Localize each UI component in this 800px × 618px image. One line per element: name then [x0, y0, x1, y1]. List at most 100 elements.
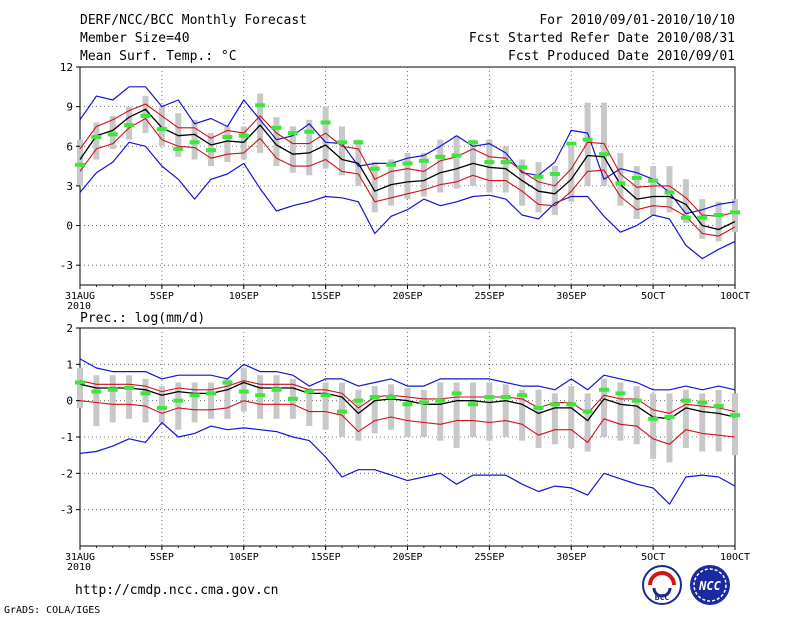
precip-member-box: [77, 367, 83, 408]
temp-member-box: [306, 119, 313, 176]
temp-climatology-marker: [353, 140, 364, 145]
precip-climatology-marker: [222, 380, 233, 385]
temp-climatology-marker: [713, 212, 724, 217]
temp-ytick-label: 6: [66, 140, 73, 153]
temp-ytick-label: 3: [66, 180, 73, 193]
temp-member-box: [273, 117, 280, 167]
precip-climatology-marker: [140, 391, 151, 396]
precip-ytick-label: -1: [60, 431, 73, 444]
temp-xtick-label: 31AUG: [65, 291, 95, 302]
precip-climatology-marker: [91, 389, 102, 394]
temp-climatology-marker: [402, 161, 413, 166]
temp-climatology-marker: [222, 135, 233, 140]
precip-xtick-label: 10OCT: [720, 552, 750, 563]
precip-ytick-label: 2: [66, 322, 73, 335]
temp-climatology-marker: [337, 140, 347, 145]
temp-member-box: [584, 102, 591, 186]
precip-climatology-marker: [549, 402, 560, 407]
temp-ytick-label: 0: [66, 220, 73, 233]
precip-y-axis: -3 -2 -1 0 1 2: [60, 322, 80, 517]
precip-lower-spread-line: [79, 400, 736, 445]
temp-climatology-marker: [156, 127, 167, 132]
temp-member-box: [486, 139, 493, 193]
temp-climatology-marker: [206, 148, 216, 153]
precip-climatology-marker: [468, 402, 478, 407]
temp-xtick-label: 5OCT: [641, 291, 665, 302]
precip-member-box: [551, 393, 558, 445]
temp-climatology-marker: [599, 152, 609, 157]
precip-climatology-marker: [484, 395, 495, 400]
precip-climatology-marker: [418, 400, 429, 405]
precip-climatology-marker: [533, 405, 544, 410]
temp-climatology-marker: [255, 103, 266, 108]
temp-ensemble-mean-line: [79, 108, 736, 231]
temp-climatology-marker: [320, 120, 331, 125]
bcc-logo-text: BCC: [655, 593, 670, 602]
header-title: DERF/NCC/BCC Monthly Forecast: [80, 13, 307, 28]
precip-member-box: [109, 375, 116, 423]
precip-member-box: [732, 393, 738, 456]
precip-climatology-marker: [730, 413, 740, 418]
temperature-x-axis: 31AUG 5SEP 10SEP 15SEP 20SEP 25SEP 30SEP 5OCT 10…: [65, 285, 750, 312]
temp-lower-spread-line: [79, 117, 736, 237]
precip-member-box: [502, 384, 509, 437]
temp-climatology-marker: [533, 174, 544, 179]
temp-climatology-marker: [91, 135, 102, 140]
temp-climatology-marker: [107, 132, 118, 137]
precip-member-box: [699, 393, 706, 452]
precip-xtick-label: 15SEP: [311, 552, 341, 563]
precip-xtick-label: 5SEP: [150, 552, 174, 563]
precip-series-lines: [79, 358, 736, 505]
precip-ytick-label: -3: [60, 504, 73, 517]
precip-member-box: [142, 378, 149, 423]
header-member-size: Member Size=40: [80, 31, 190, 46]
precip-climatology-marker: [500, 395, 511, 400]
precip-member-box: [224, 378, 231, 419]
precip-climatology-marker: [435, 398, 446, 403]
temp-member-box: [158, 106, 165, 147]
precip-climatology-markers: [75, 380, 740, 421]
temp-member-box: [289, 126, 296, 173]
temp-climatology-marker: [140, 113, 151, 118]
temp-climatology-marker: [451, 153, 462, 158]
temp-member-box: [551, 166, 558, 215]
temp-member-box: [666, 166, 673, 213]
precip-climatology-marker: [189, 393, 200, 398]
header-forecast-period: For 2010/09/01-2010/10/10: [539, 13, 735, 28]
precip-climatology-marker: [271, 387, 282, 392]
precip-member-box: [191, 382, 198, 423]
temp-member-box: [535, 162, 542, 213]
footer-url: http://cmdp.ncc.cma.gov.cn: [75, 583, 279, 598]
precip-climatology-marker: [451, 391, 462, 396]
temp-climatology-marker: [271, 125, 282, 130]
temp-climatology-marker: [173, 146, 184, 151]
temp-ytick-label: 9: [66, 101, 73, 114]
temp-member-box: [371, 162, 378, 213]
footer-credit: GrADS: COLA/IGES: [4, 605, 100, 616]
precip-member-box: [470, 382, 476, 437]
precip-member-box: [322, 382, 329, 430]
precip-member-box: [371, 386, 378, 434]
precip-member-box: [175, 382, 182, 430]
precip-climatology-marker: [238, 389, 249, 394]
precip-member-box: [715, 389, 722, 452]
precip-member-box: [404, 387, 411, 437]
temp-climatology-marker: [500, 160, 511, 165]
precip-xtick-label: 30SEP: [556, 552, 586, 563]
temp-climatology-marker: [664, 190, 675, 195]
ncc-logo-text: NCC: [698, 579, 721, 593]
precip-climatology-marker: [402, 402, 413, 407]
precip-climatology-marker: [599, 387, 609, 392]
precip-member-boxes: [77, 367, 738, 463]
temp-member-box: [732, 199, 738, 233]
precip-ensemble-max-line: [79, 358, 736, 391]
temp-climatology-marker: [238, 133, 249, 138]
precip-member-box: [93, 375, 100, 427]
precip-climatology-marker: [124, 385, 135, 390]
temp-year-label: 2010: [67, 301, 91, 312]
temp-climatology-marker: [386, 162, 397, 167]
precip-member-box: [208, 382, 214, 419]
precip-x-axis: 31AUG 5SEP 10SEP 15SEP 20SEP 25SEP 30SEP 5OCT 10…: [65, 546, 750, 573]
precip-member-box: [568, 386, 575, 448]
precip-climatology-marker: [156, 405, 167, 410]
